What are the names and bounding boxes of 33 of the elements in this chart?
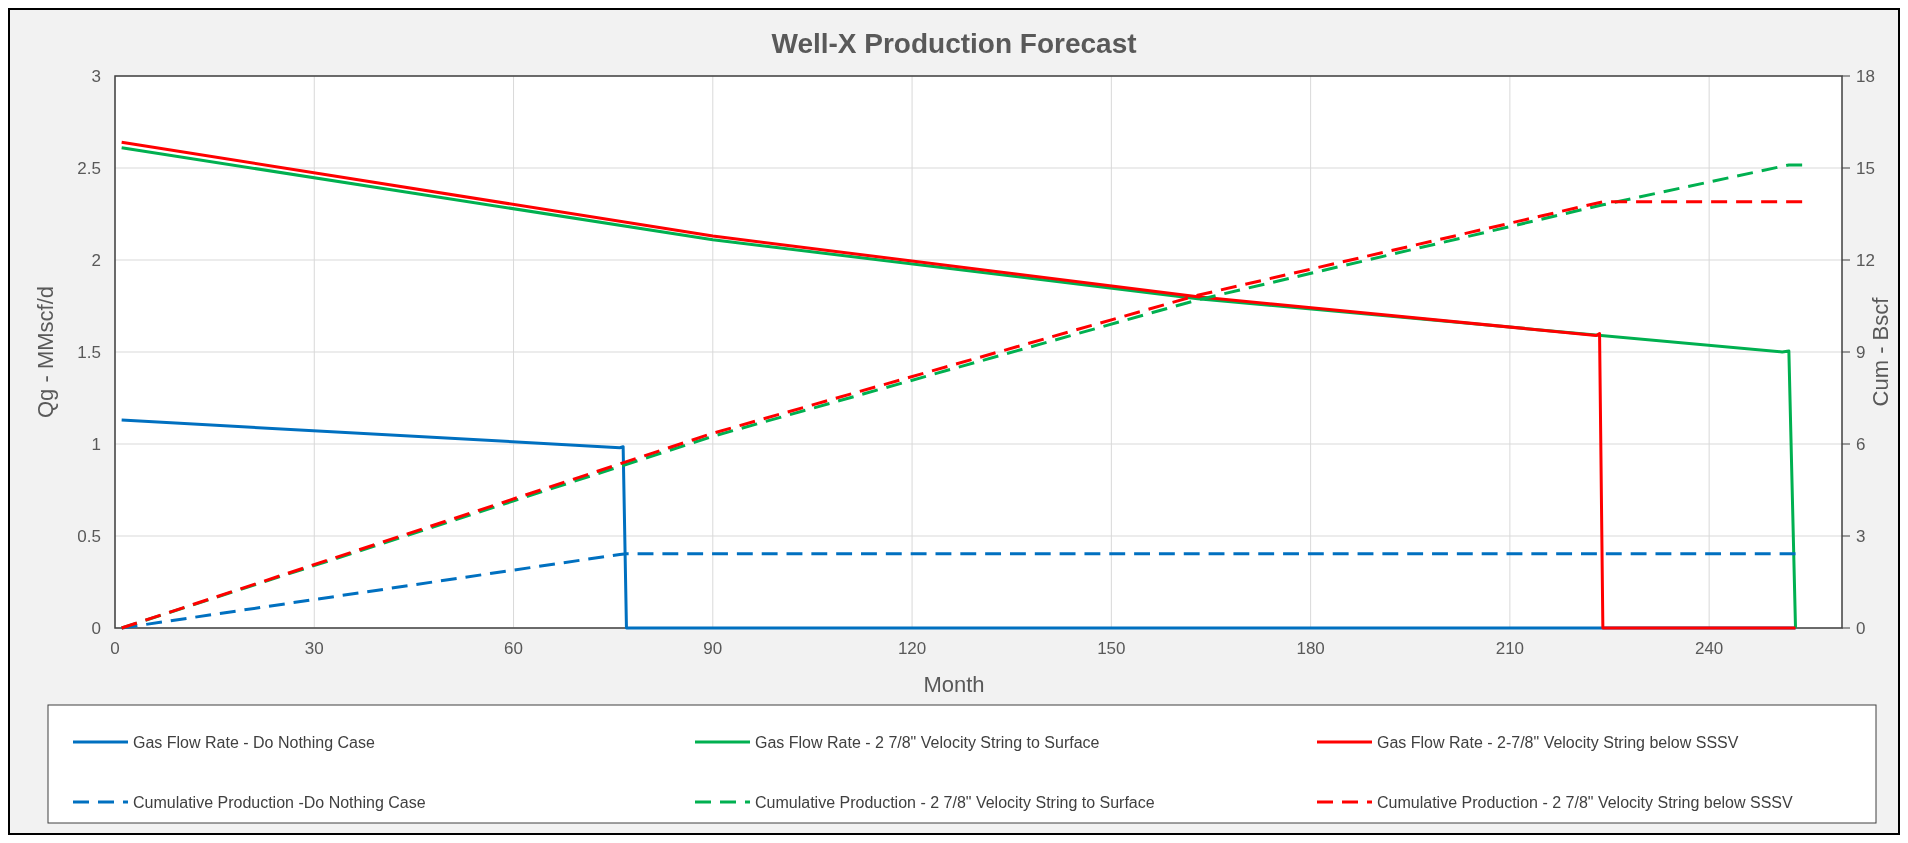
legend-label: Gas Flow Rate - 2 7/8" Velocity String to Surface	[755, 734, 1100, 751]
x-axis-title: Month	[923, 672, 985, 697]
y2-tick-label: 0	[1856, 619, 1866, 638]
legend-label: Gas Flow Rate - 2-7/8" Velocity String below SSSV	[1377, 734, 1739, 751]
y-tick-label: 2.5	[77, 159, 101, 178]
y-tick-label: 3	[91, 67, 101, 86]
x-tick-label: 120	[897, 639, 927, 658]
legend-label: Cumulative Production - 2 7/8" Velocity String below SSSV	[1377, 794, 1793, 811]
x-tick-label: 90	[703, 639, 723, 658]
y2-tick-label: 9	[1856, 343, 1866, 362]
y-tick-label: 0.5	[77, 527, 101, 546]
x-tick-label: 150	[1097, 639, 1126, 658]
y-tick-label: 0	[91, 619, 101, 638]
chart-title: Well-X Production Forecast	[771, 28, 1137, 59]
x-tick-label: 30	[304, 639, 324, 658]
legend-label: Cumulative Production -Do Nothing Case	[133, 794, 426, 811]
y-axis-title: Qg - MMscf/d	[33, 285, 58, 419]
x-tick-label: 240	[1694, 639, 1724, 658]
y-tick-label: 2	[91, 251, 101, 270]
y2-tick-label: 15	[1856, 159, 1875, 178]
legend-label: Gas Flow Rate - Do Nothing Case	[133, 734, 375, 751]
y2-axis-title: Cum - Bscf	[1868, 296, 1893, 407]
y-tick-label: 1.5	[77, 343, 101, 362]
y2-tick-label: 12	[1856, 251, 1875, 270]
y2-tick-label: 6	[1856, 435, 1866, 454]
x-tick-label: 210	[1495, 639, 1525, 658]
y2-tick-label: 18	[1856, 67, 1875, 86]
y2-tick-label: 3	[1856, 527, 1866, 546]
legend-label: Cumulative Production - 2 7/8" Velocity String to Surface	[755, 794, 1155, 811]
x-tick-label: 0	[110, 639, 120, 658]
x-tick-label: 180	[1296, 639, 1325, 658]
y-tick-label: 1	[91, 435, 101, 454]
x-tick-label: 60	[504, 639, 523, 658]
